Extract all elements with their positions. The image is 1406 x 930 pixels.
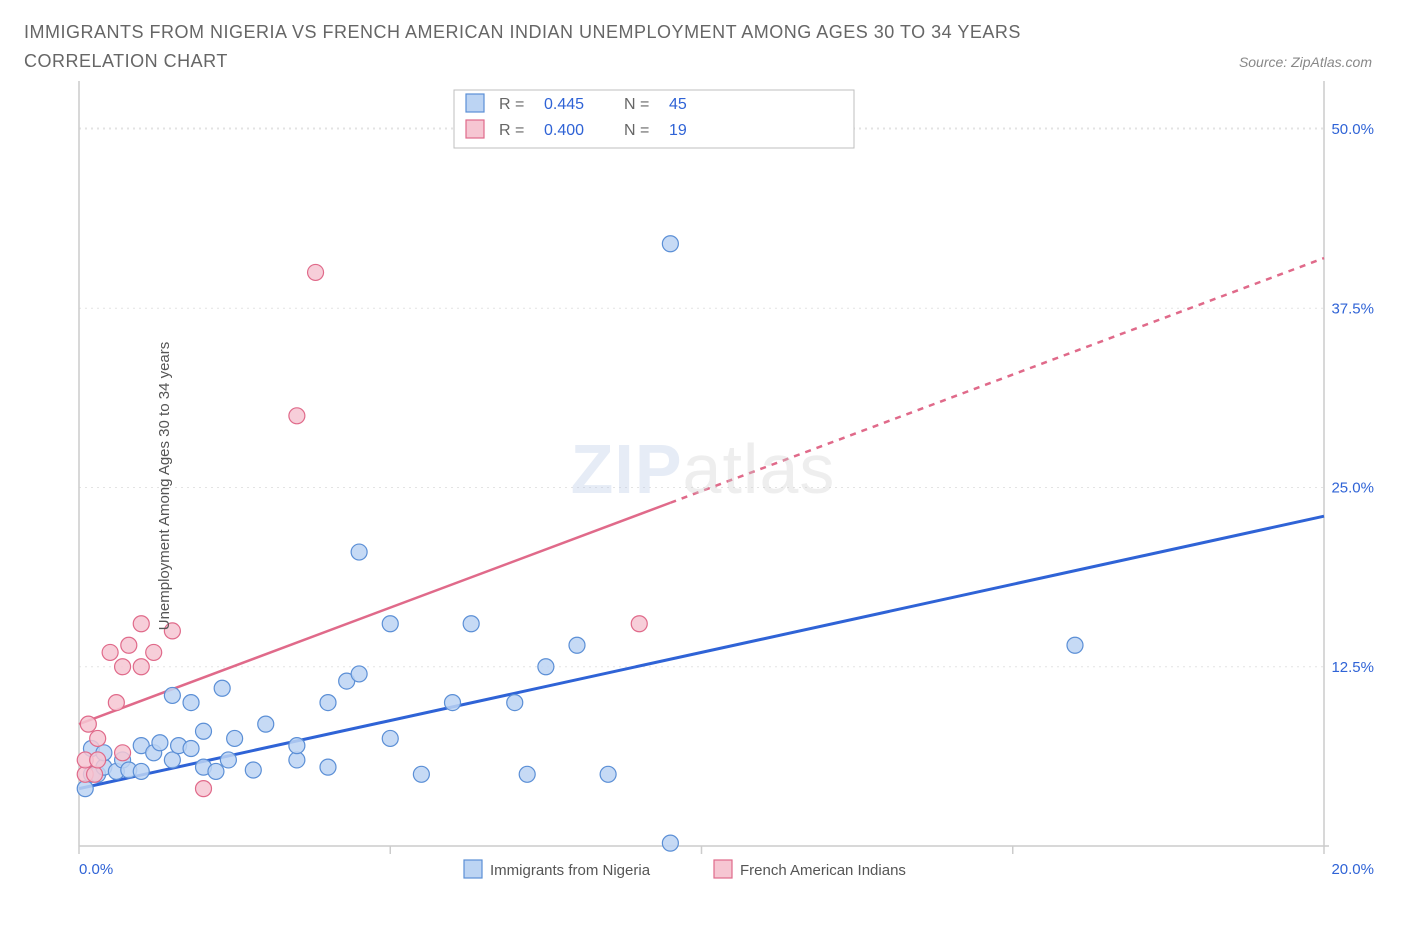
y-tick-label: 37.5% bbox=[1331, 300, 1374, 317]
data-point bbox=[600, 766, 616, 782]
data-point bbox=[662, 835, 678, 851]
data-point bbox=[220, 752, 236, 768]
legend-swatch bbox=[464, 860, 482, 878]
data-point bbox=[320, 694, 336, 710]
data-point bbox=[351, 666, 367, 682]
y-tick-label: 25.0% bbox=[1331, 479, 1374, 496]
legend-n-value: 19 bbox=[669, 122, 687, 139]
data-point bbox=[164, 687, 180, 703]
data-point bbox=[245, 762, 261, 778]
data-point bbox=[382, 615, 398, 631]
legend-swatch bbox=[466, 120, 484, 138]
y-tick-label: 50.0% bbox=[1331, 121, 1374, 138]
x-tick-label: 20.0% bbox=[1331, 861, 1374, 878]
legend-swatch bbox=[714, 860, 732, 878]
data-point bbox=[133, 658, 149, 674]
data-point bbox=[164, 752, 180, 768]
legend-r-value: 0.445 bbox=[544, 96, 584, 113]
data-point bbox=[289, 407, 305, 423]
y-axis-label: Unemployment Among Ages 30 to 34 years bbox=[156, 341, 173, 630]
data-point bbox=[538, 658, 554, 674]
data-point bbox=[80, 716, 96, 732]
data-point bbox=[662, 235, 678, 251]
data-point bbox=[308, 264, 324, 280]
data-point bbox=[445, 694, 461, 710]
data-point bbox=[382, 730, 398, 746]
data-point bbox=[87, 766, 103, 782]
legend-series-label: Immigrants from Nigeria bbox=[490, 862, 651, 879]
data-point bbox=[152, 734, 168, 750]
data-point bbox=[121, 637, 137, 653]
data-point bbox=[115, 658, 131, 674]
data-point bbox=[108, 694, 124, 710]
data-point bbox=[463, 615, 479, 631]
data-point bbox=[90, 730, 106, 746]
chart-container: Unemployment Among Ages 30 to 34 years Z… bbox=[24, 76, 1382, 896]
y-tick-label: 12.5% bbox=[1331, 658, 1374, 675]
data-point bbox=[289, 752, 305, 768]
legend-n-label: N = bbox=[624, 96, 649, 113]
data-point bbox=[133, 763, 149, 779]
data-point bbox=[320, 759, 336, 775]
data-point bbox=[115, 744, 131, 760]
trend-line bbox=[79, 516, 1324, 788]
data-point bbox=[183, 694, 199, 710]
data-point bbox=[413, 766, 429, 782]
legend-series-label: French American Indians bbox=[740, 862, 906, 879]
data-point bbox=[519, 766, 535, 782]
data-point bbox=[569, 637, 585, 653]
legend-r-label: R = bbox=[499, 122, 524, 139]
legend-r-value: 0.400 bbox=[544, 122, 584, 139]
data-point bbox=[90, 752, 106, 768]
data-point bbox=[258, 716, 274, 732]
data-point bbox=[351, 544, 367, 560]
x-tick-label: 0.0% bbox=[79, 861, 113, 878]
data-point bbox=[631, 615, 647, 631]
data-point bbox=[1067, 637, 1083, 653]
scatter-chart: 12.5% 25.0% 37.5% 50.0% 0.0% 20.0% R = 0.445 N =… bbox=[24, 76, 1384, 896]
data-point bbox=[289, 737, 305, 753]
data-point bbox=[196, 723, 212, 739]
data-point bbox=[227, 730, 243, 746]
legend-swatch bbox=[466, 94, 484, 112]
data-point bbox=[507, 694, 523, 710]
data-point bbox=[208, 763, 224, 779]
data-point bbox=[146, 644, 162, 660]
data-point bbox=[102, 644, 118, 660]
trend-line-dashed bbox=[670, 258, 1324, 503]
data-point bbox=[77, 780, 93, 796]
legend-n-value: 45 bbox=[669, 96, 687, 113]
legend-r-label: R = bbox=[499, 96, 524, 113]
data-point bbox=[196, 780, 212, 796]
legend-n-label: N = bbox=[624, 122, 649, 139]
data-point bbox=[214, 680, 230, 696]
data-point bbox=[183, 740, 199, 756]
data-point bbox=[133, 615, 149, 631]
